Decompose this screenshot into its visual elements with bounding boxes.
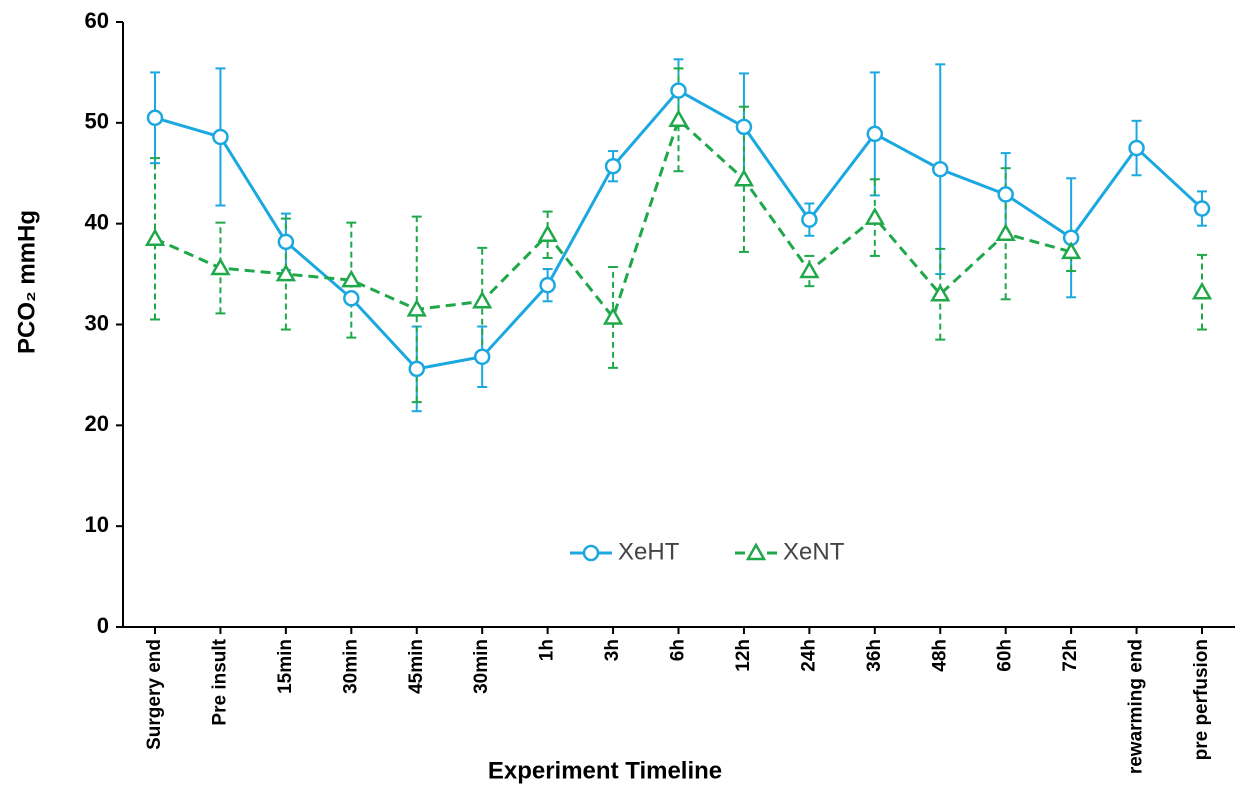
- x-tick-label: 36h: [864, 639, 885, 672]
- x-tick-label: pre perfusion: [1191, 639, 1212, 760]
- y-tick-label: 40: [85, 209, 109, 234]
- point: [1193, 200, 1211, 217]
- point: [995, 223, 1016, 241]
- x-tick-label: 60h: [995, 639, 1016, 672]
- point: [930, 283, 951, 302]
- point: [275, 263, 297, 282]
- point: [735, 118, 753, 136]
- point: [408, 360, 425, 378]
- x-tick-label: 30min: [471, 639, 492, 694]
- point: [343, 290, 360, 307]
- x-tick-label: 12h: [733, 639, 754, 672]
- point: [144, 228, 166, 247]
- x-tick-label: 15min: [275, 639, 296, 694]
- x-tick-label: 1h: [537, 639, 558, 661]
- point: [604, 157, 622, 175]
- y-tick-label: 20: [85, 411, 109, 436]
- y-tick-label: 50: [85, 109, 109, 134]
- point: [1060, 241, 1082, 260]
- point: [602, 306, 624, 325]
- point: [406, 298, 427, 317]
- point: [745, 542, 767, 561]
- x-tick-label: 6h: [668, 639, 689, 661]
- x-tick-label: 3h: [602, 639, 623, 661]
- series-line: [154, 88, 1204, 371]
- point: [537, 224, 558, 243]
- point: [539, 276, 556, 294]
- point: [799, 260, 820, 279]
- point: [212, 128, 229, 146]
- y-tick-label: 10: [85, 512, 109, 537]
- point: [472, 290, 493, 309]
- point: [864, 207, 885, 225]
- y-tick-label: 30: [85, 310, 109, 335]
- y-tick-label: 0: [97, 613, 109, 638]
- point: [801, 211, 818, 228]
- x-tick-label: 45min: [406, 639, 427, 694]
- point: [997, 186, 1014, 203]
- point: [473, 348, 491, 366]
- x-tick-label: rewarming end: [1126, 639, 1147, 774]
- point: [668, 109, 689, 128]
- y-axis-label: PCO₂ mmHg: [13, 210, 40, 354]
- x-axis-label: Experiment Timeline: [488, 757, 722, 784]
- point: [1128, 139, 1145, 157]
- y-tick-label: 60: [85, 8, 109, 33]
- x-tick-label: Pre insult: [209, 638, 230, 725]
- point: [277, 233, 295, 251]
- point: [670, 82, 687, 99]
- point: [932, 160, 949, 178]
- x-tick-label: 48h: [929, 639, 950, 672]
- point: [210, 257, 231, 276]
- legend-label: XeHT: [618, 538, 680, 565]
- point: [341, 269, 362, 288]
- legend-label: XeNT: [783, 538, 845, 565]
- point: [146, 109, 164, 127]
- x-tick-label: Surgery end: [144, 639, 165, 750]
- x-tick-label: 24h: [798, 639, 819, 672]
- x-tick-label: 30min: [340, 639, 361, 694]
- x-tick-label: 72h: [1060, 639, 1081, 672]
- point: [582, 544, 600, 562]
- point: [733, 168, 755, 187]
- point: [1191, 281, 1213, 300]
- point: [866, 125, 884, 143]
